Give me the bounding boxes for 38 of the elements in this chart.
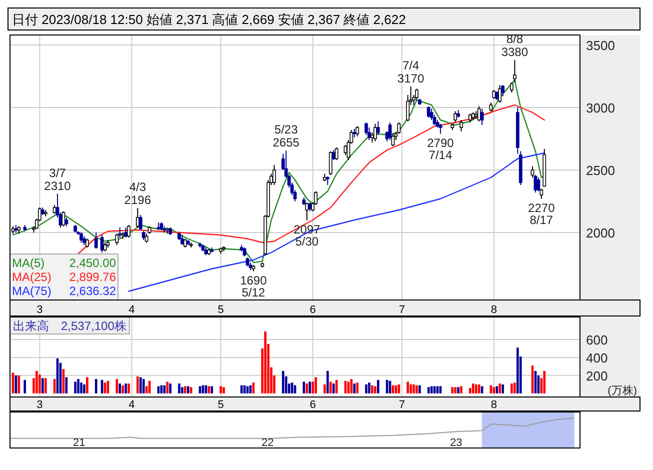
y-tick-label: 400 [586, 350, 608, 366]
y-tick-label: 2000 [586, 226, 615, 240]
annotation: 5/23 2655 [272, 122, 300, 150]
y-axis-title: (万株) [608, 384, 637, 397]
annotation: 7/4 3170 [397, 58, 424, 86]
annotation: 1690 5/12 [240, 273, 268, 300]
chart-title: 日付 2023/08/18 12:50 始値 2,371 高値 2,669 安値 2,367 終値 2,622 [12, 12, 406, 27]
x-tick-label: 21 [73, 437, 86, 449]
y-tick-label: 200 [586, 368, 608, 384]
annotation: 2,636.32 [69, 284, 116, 298]
x-tick-label: 4 [128, 399, 135, 411]
x-tick-label: 7 [398, 304, 405, 316]
annotation: 2790 7/14 [427, 136, 454, 162]
x-tick-label: 3 [36, 399, 43, 411]
x-tick-label: 7 [398, 399, 405, 411]
x-tick-label: 6 [310, 304, 316, 316]
x-tick-label: 5 [218, 304, 224, 316]
x-tick-label: 4 [128, 304, 135, 316]
annotation: 3/7 2310 [44, 166, 72, 193]
y-tick-label: 2500 [586, 163, 615, 178]
x-tick-label: 5 [218, 399, 224, 411]
series-label: MA(5) [12, 256, 45, 270]
annotation: 2270 8/17 [528, 200, 556, 227]
x-tick-label: 8 [490, 399, 497, 411]
y-tick-label: 600 [586, 332, 608, 348]
y-tick-label: 3000 [586, 100, 615, 116]
text: MA(25) [12, 270, 52, 284]
x-tick-label: 22 [262, 437, 274, 449]
annotation: 4/3 2196 [124, 180, 152, 207]
chart-title: 出来高 2,537,100株 [13, 319, 126, 333]
x-tick-label: 23 [450, 437, 462, 449]
text: MA(75) [12, 284, 52, 298]
y-tick-label: 3500 [586, 38, 615, 53]
x-tick-label: 8 [490, 304, 497, 316]
annotation: 2,450.00 [69, 256, 116, 270]
x-tick-label: 6 [310, 399, 316, 411]
annotation: 2,899.76 [69, 270, 116, 284]
x-tick-label: 3 [36, 304, 43, 316]
